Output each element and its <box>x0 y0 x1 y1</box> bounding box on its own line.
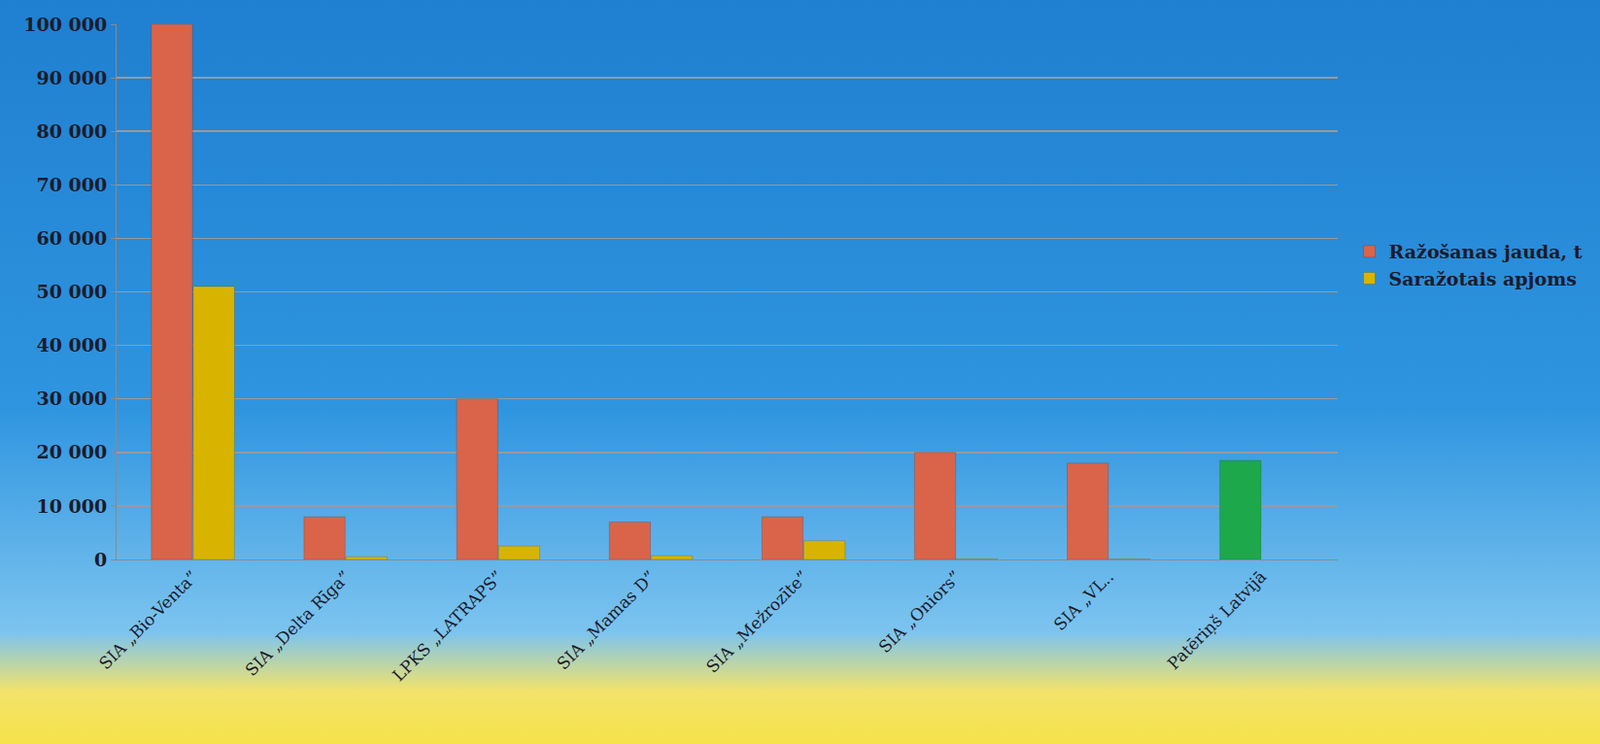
svg-text:Patēriņš Latvijā: Patēriņš Latvijā <box>1163 567 1271 675</box>
svg-text:50 000: 50 000 <box>35 280 107 303</box>
svg-text:20 000: 20 000 <box>35 441 107 463</box>
svg-text:10 000: 10 000 <box>35 495 107 517</box>
svg-text:90 000: 90 000 <box>35 67 107 89</box>
svg-text:80 000: 80 000 <box>35 120 107 142</box>
svg-text:LPKS „LATRAPS”: LPKS „LATRAPS” <box>388 567 508 686</box>
svg-text:100 000: 100 000 <box>23 13 107 35</box>
svg-text:SIA „Mežrozīte”: SIA „Mežrozīte” <box>702 567 813 678</box>
svg-text:30 000: 30 000 <box>35 387 107 409</box>
svg-text:60 000: 60 000 <box>35 227 107 249</box>
svg-text:SIA „Bio-Venta”: SIA „Bio-Venta” <box>95 567 203 675</box>
svg-text:Ražošanas jauda, t: Ražošanas jauda, t <box>1389 240 1583 263</box>
svg-text:SIA „Delta Rīga”: SIA „Delta Rīga” <box>240 567 354 681</box>
svg-text:Saražotais apjoms: Saražotais apjoms <box>1389 268 1577 290</box>
svg-text:40 000: 40 000 <box>35 334 107 356</box>
svg-text:SIA „VL..: SIA „VL.. <box>1050 567 1119 636</box>
svg-text:SIA „Mamas D”: SIA „Mamas D” <box>552 567 660 675</box>
svg-text:0: 0 <box>94 548 107 571</box>
svg-text:70 000: 70 000 <box>35 173 107 196</box>
svg-text:SIA „Oniors”: SIA „Oniors” <box>874 567 965 658</box>
